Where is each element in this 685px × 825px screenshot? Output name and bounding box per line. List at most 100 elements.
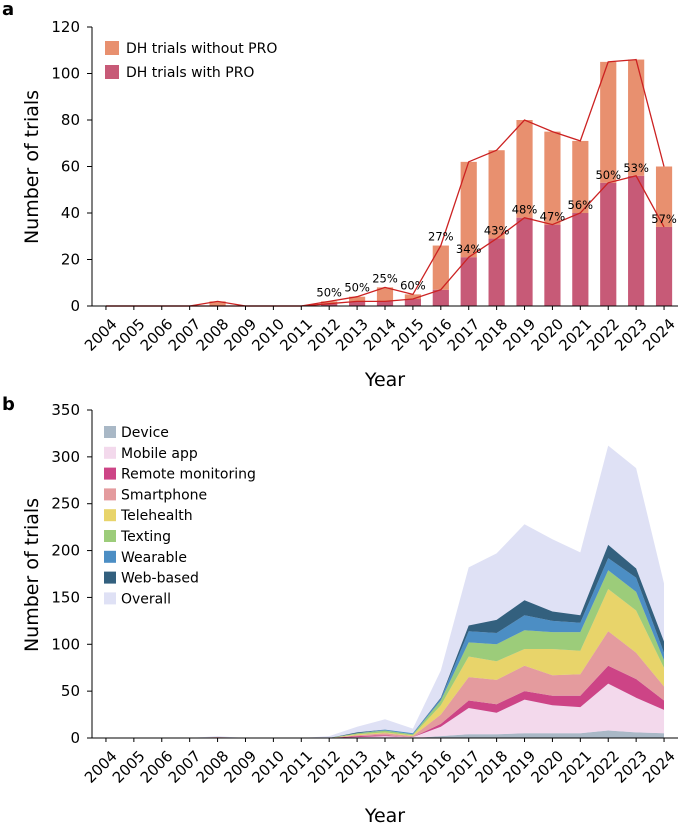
percent-label-2014: 25% [372,271,398,285]
legend-swatch [104,509,116,522]
y-tick-label: 150 [51,588,80,606]
legend-swatch [104,530,116,542]
panel-b-x-ticks: 2004200520062007200820092010201120122013… [81,738,679,787]
panel-a-y-axis-title: Number of trials [21,90,43,244]
bar-without-pro-2023 [628,59,645,176]
legend-label: Texting [120,529,171,545]
percent-label-2018: 43% [484,224,510,238]
legend-swatch [104,446,116,459]
legend-label: Smartphone [121,487,207,503]
bar-without-pro-2021 [572,140,589,213]
bar-without-pro-2017 [460,161,477,258]
legend-label: Mobile app [121,446,198,462]
panel-a-x-ticks: 2004200520062007200820092010201120122013… [81,306,679,355]
panel-b-areas [105,445,665,738]
legend-swatch [104,550,116,563]
y-tick-label: 200 [51,542,80,560]
legend-swatch [104,488,116,501]
legend-label: Overall [121,591,171,607]
bar-with-pro-2017 [460,257,477,306]
x-tick-label: 2024 [639,747,679,787]
legend-swatch [105,41,119,55]
area-mobile-app [106,683,664,738]
panel-b-y-axis-title: Number of trials [21,498,43,652]
bar-with-pro-2016 [432,289,449,306]
bar-without-pro-2014 [376,287,394,302]
area-texting [106,570,664,738]
legend-swatch [105,65,119,79]
bar-without-pro-2019 [516,120,533,218]
area-device [106,730,664,738]
bar-without-pro-2020 [544,131,561,225]
percent-label-2017: 34% [456,242,482,256]
bar-with-pro-2021 [572,213,589,306]
total-outline-line [106,58,665,307]
panel-b-legend: Device Mobile app Remote monitoring Smartph… [104,425,256,607]
panel-a-legend: DH trials without PRO DH trials with PRO [105,41,277,81]
legend-label: DH trials with PRO [126,65,254,81]
percent-label-2012: 50% [316,285,342,299]
bar-with-pro-2015 [404,299,421,306]
area-smartphone [106,631,664,738]
y-tick-label: 120 [51,18,80,36]
y-tick-label: 350 [51,401,80,419]
bar-without-pro-2024 [655,166,673,227]
panel-b-x-axis-title: Year [364,805,405,825]
y-tick-label: 20 [61,251,80,269]
percent-label-2022: 50% [595,168,621,182]
percent-label-2019: 48% [512,203,538,217]
legend-swatch [104,571,116,584]
percent-label-2015: 60% [400,278,426,292]
bar-without-pro-2008 [209,301,226,306]
panel-b-y-ticks: 0 50 100 150 200 250 300 350 [51,401,92,747]
panel-a-bars [209,59,673,306]
y-tick-label: 50 [61,682,80,700]
bar-with-pro-2024 [655,226,673,306]
legend-swatch [104,426,116,438]
percent-label-2021: 56% [568,198,594,212]
bar-with-pro-2013 [349,301,366,306]
bar-without-pro-2018 [488,150,505,239]
legend-label: Telehealth [120,508,193,524]
legend-label: Remote monitoring [121,467,256,483]
y-tick-label: 80 [61,111,80,129]
panel-a-label: a [2,0,14,20]
bar-with-pro-2019 [516,217,533,306]
bar-without-pro-2013 [349,296,366,302]
bar-with-pro-2023 [628,175,645,306]
y-tick-label: 40 [61,204,80,222]
y-tick-label: 60 [61,158,80,176]
panel-a-x-axis-title: Year [364,369,405,391]
bar-with-pro-2014 [376,301,394,306]
bar-with-pro-2012 [321,303,338,306]
x-tick-label: 2024 [639,315,679,355]
bar-with-pro-2022 [600,182,617,306]
legend-label: DH trials without PRO [126,41,277,57]
y-tick-label: 100 [51,65,80,83]
panel-a-chart: a 50% 50%25% 60%27%34%43%48% 47%56%50% 53%57… [2,0,679,391]
bar-without-pro-2016 [432,245,449,290]
bar-with-pro-2018 [488,238,505,306]
percent-label-2024: 57% [651,212,677,226]
y-tick-label: 0 [70,729,80,747]
y-tick-label: 250 [51,495,80,513]
percent-label-2013: 50% [344,281,370,295]
percent-label-2023: 53% [623,161,649,175]
y-tick-label: 100 [51,635,80,653]
area-remote-monitoring [106,665,664,738]
legend-label: Device [121,425,169,441]
panel-a-y-ticks: 0 20 40 60 80 100 120 [51,18,92,315]
panel-a-percent-labels: 50% 50%25% 60%27%34%43%48% 47%56%50% 53%57% [316,161,676,300]
legend-swatch [104,467,116,480]
bar-with-pro-2020 [544,224,561,306]
y-tick-label: 0 [70,297,80,315]
y-tick-label: 300 [51,448,80,466]
bar-without-pro-2012 [321,301,338,304]
area-telehealth [106,589,664,738]
bar-without-pro-2022 [600,61,617,183]
legend-swatch [104,592,116,605]
panel-b-label: b [2,394,15,415]
percent-label-2016: 27% [428,230,454,244]
legend-label: Wearable [121,550,187,566]
